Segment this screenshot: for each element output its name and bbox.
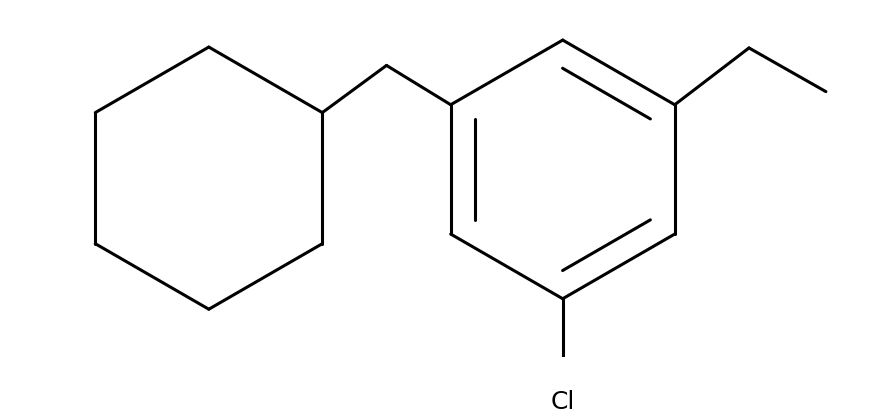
Text: Cl: Cl	[550, 389, 575, 409]
